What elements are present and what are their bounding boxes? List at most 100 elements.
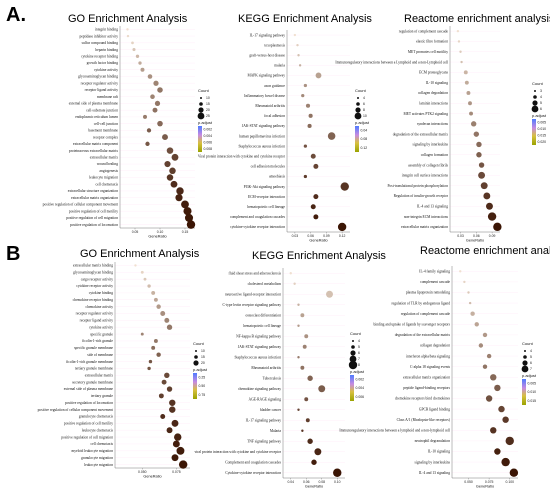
- term-label: bladder cancer: [260, 408, 282, 412]
- data-point: [490, 374, 497, 381]
- data-point: [138, 61, 142, 65]
- data-point: [171, 454, 179, 462]
- term-label: regulation of complement cascade: [401, 312, 451, 316]
- data-point: [298, 64, 302, 67]
- x-tick-label: 0.06: [473, 234, 480, 238]
- legend-size-dot: [522, 360, 528, 366]
- data-point: [305, 418, 310, 423]
- term-label: positive regulation of locomotion: [70, 223, 118, 227]
- legend-size-dot: [349, 355, 357, 363]
- legend-size-dot: [198, 107, 204, 113]
- data-point: [164, 372, 170, 378]
- legend-size-dot: [348, 360, 358, 370]
- data-point: [289, 272, 292, 275]
- x-tick-label: 0.03: [457, 234, 464, 238]
- term-label: ECM proteoglycans: [419, 71, 448, 75]
- x-tick-label: 0.100: [506, 480, 515, 484]
- data-point: [303, 144, 308, 148]
- legend-count-label: 5: [358, 345, 360, 349]
- term-label: collagen degradation: [418, 91, 448, 95]
- x-tick-label: 0.12: [339, 234, 346, 238]
- term-label: non-integrin ECM interactions: [404, 215, 449, 219]
- legend-color-label: 0.08: [361, 137, 368, 141]
- term-label: receptor regulator activity: [81, 81, 119, 85]
- term-label: malaria: [274, 64, 285, 68]
- term-label: IL-4 family signaling: [419, 270, 450, 274]
- data-point: [184, 213, 194, 222]
- term-label: Malaria: [270, 429, 282, 433]
- data-point: [304, 397, 309, 402]
- data-point: [310, 153, 316, 159]
- term-label: granulocyte migration: [81, 456, 113, 460]
- x-axis-label: GeneRatio: [476, 485, 494, 489]
- x-tick-label: 0.08: [318, 480, 325, 484]
- data-point: [186, 220, 196, 229]
- legend-size-dot: [193, 360, 199, 366]
- legend-color-label: 0.002: [356, 378, 365, 382]
- data-point: [297, 54, 300, 57]
- term-label: peptide ligand-binding receptors: [403, 386, 450, 390]
- legend-color-label: 0.75: [199, 393, 206, 397]
- data-point: [318, 385, 326, 393]
- term-label: MET promotes cell motility: [408, 50, 448, 54]
- legend-size-dot: [521, 365, 529, 373]
- data-point: [126, 34, 130, 38]
- term-label: Class A/1 (Rhodopsin-like receptors): [397, 418, 451, 422]
- x-tick-label: 0.09: [489, 234, 496, 238]
- legend-color-title: p.adjust: [198, 120, 213, 125]
- legend-count-label: 8: [358, 363, 360, 367]
- term-label: glycosaminoglycan binding: [78, 75, 118, 79]
- legend-count-title: Count: [522, 341, 534, 346]
- legend-count-label: 6: [363, 102, 365, 106]
- data-point: [482, 332, 488, 338]
- legend-count-label: 15: [201, 355, 205, 359]
- term-label: NF-kappa B signaling pathway: [236, 334, 281, 338]
- data-point: [340, 182, 349, 191]
- data-point: [300, 313, 305, 318]
- legend-color-label: 0.25: [199, 376, 206, 380]
- legend-size-dot: [357, 97, 359, 99]
- data-point: [326, 290, 333, 298]
- legend-size-dot: [534, 90, 536, 92]
- data-point: [485, 395, 493, 402]
- term-label: chemokine receptors bind chemokines: [395, 397, 451, 401]
- term-label: receptor complex: [93, 135, 118, 139]
- term-label: cell-substrate junction: [86, 108, 118, 112]
- term-label: Cytokine-cytokine receptor interaction: [225, 471, 281, 475]
- term-label: syndecan interactions: [417, 122, 449, 126]
- data-point: [302, 344, 307, 349]
- data-point: [487, 212, 497, 221]
- data-point: [304, 334, 309, 339]
- data-point: [459, 50, 462, 53]
- legend-size-dot: [351, 345, 355, 349]
- data-point: [466, 91, 471, 95]
- data-point: [307, 438, 313, 444]
- data-point: [172, 440, 180, 448]
- term-label: cytokine binding: [89, 291, 113, 295]
- term-label: Post-translational protein phosphorylati…: [388, 184, 449, 188]
- term-label: cell-cell junction: [94, 122, 118, 126]
- data-point: [501, 457, 510, 467]
- data-point: [494, 384, 501, 392]
- panel-0: integrin binding peptidase inhibitor acti…: [43, 26, 213, 239]
- term-label: receptor regulator activity: [76, 312, 114, 316]
- data-point: [482, 364, 488, 369]
- legend-color-bar: [522, 379, 526, 405]
- data-point: [308, 113, 313, 118]
- term-label: tertiary granule membrane: [75, 367, 114, 371]
- data-point: [468, 101, 472, 106]
- term-label: cell chemotaxis: [91, 442, 114, 446]
- reactome-title-a: Reactome enrichment analysis: [404, 13, 550, 25]
- term-label: neuroactive ligand-receptor interaction: [225, 292, 281, 296]
- term-label: Staphylococcus aureus infection: [238, 144, 285, 148]
- x-tick-label: 0.06: [303, 480, 310, 484]
- legend-color-label: 0.010: [528, 390, 537, 394]
- x-tick-label: 0.050: [138, 470, 147, 474]
- term-label: positive regulation of cellular componen…: [43, 203, 118, 207]
- data-point: [153, 80, 159, 86]
- x-tick-label: 0.05: [132, 230, 139, 234]
- legend-count-label: 5: [530, 355, 532, 359]
- legend-size-dot: [533, 95, 537, 99]
- data-point: [478, 343, 484, 348]
- data-point: [313, 214, 319, 220]
